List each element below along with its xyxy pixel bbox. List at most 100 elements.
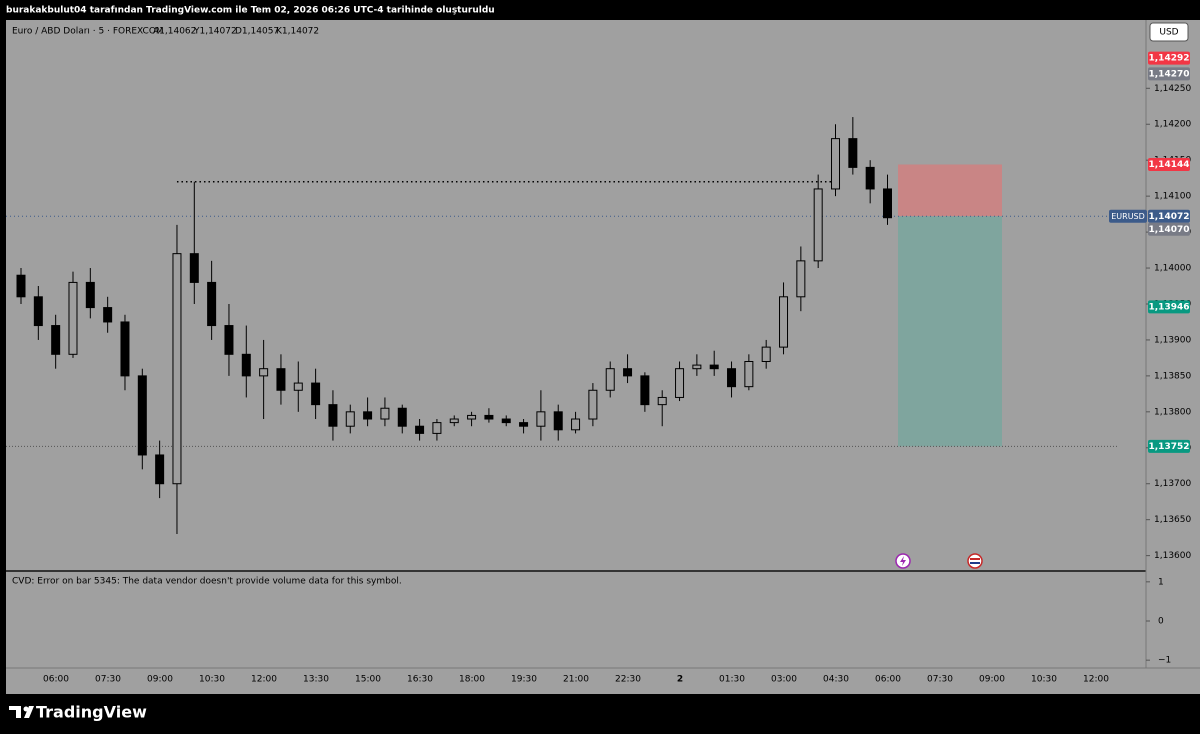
target-zone <box>898 216 1002 447</box>
candle-body <box>813 188 823 262</box>
y-tick-label: 1,13600 <box>1154 551 1191 561</box>
indicator-tick-label: 0 <box>1158 617 1164 627</box>
candle-body <box>33 296 43 327</box>
indicator-error: CVD: Error on bar 5345: The data vendor … <box>12 577 402 587</box>
candle-body <box>51 325 61 355</box>
x-tick-label: 01:30 <box>719 675 745 685</box>
candle-body <box>172 253 182 485</box>
candle-body <box>692 364 702 370</box>
candle-body <box>501 418 511 424</box>
price-label-box <box>1148 209 1190 223</box>
candle-body <box>241 353 251 377</box>
y-tick-label: 1,13650 <box>1154 515 1191 525</box>
event-icon-bolt <box>900 556 906 566</box>
currency-label[interactable]: USD <box>1159 28 1178 38</box>
candle-body <box>276 368 286 391</box>
price-label: 1,14270 <box>1149 69 1190 79</box>
price-label-box <box>1148 158 1190 172</box>
symbol-label: EURUSD <box>1111 212 1145 221</box>
candle-body <box>779 296 789 348</box>
y-tick-label: 1,14000 <box>1154 264 1191 274</box>
candle-body <box>865 166 875 190</box>
x-tick-label: 2 <box>677 675 683 685</box>
candle-body <box>467 414 477 420</box>
flag-icon[interactable] <box>967 553 983 569</box>
ohlc-open: A1,14062 <box>153 27 196 37</box>
x-tick-label: 07:30 <box>927 675 953 685</box>
x-tick-label: 06:00 <box>43 675 69 685</box>
candle-body <box>328 404 338 427</box>
price-label-box <box>1148 300 1190 314</box>
candle-body <box>536 411 546 427</box>
candle-body <box>155 454 165 485</box>
x-tick-label: 07:30 <box>95 675 121 685</box>
candle-body <box>415 425 425 434</box>
price-label: 1,14144 <box>1149 160 1190 170</box>
candle-body <box>553 411 563 431</box>
x-tick-label: 16:30 <box>407 675 433 685</box>
price-label: 1,14072 <box>1149 212 1190 222</box>
candle-body <box>831 138 841 190</box>
price-label: 1,14070 <box>1149 225 1190 235</box>
candle-body <box>744 361 754 388</box>
price-label: 1,13752 <box>1149 442 1190 452</box>
price-label-box <box>1148 439 1190 453</box>
candle-body <box>363 411 373 420</box>
candle-body <box>727 368 737 388</box>
candle-body <box>588 389 598 420</box>
candle-body <box>605 368 615 391</box>
y-tick-label: 1,13900 <box>1154 335 1191 345</box>
candle-body <box>345 411 355 427</box>
x-tick-label: 06:00 <box>875 675 901 685</box>
candle-body <box>68 281 78 355</box>
ohlc-close: K1,14072 <box>276 27 319 37</box>
y-tick-label: 1,14200 <box>1154 120 1191 130</box>
x-tick-label: 22:30 <box>615 675 641 685</box>
candle-body <box>432 422 442 434</box>
price-label-box <box>1148 67 1190 81</box>
candle-body <box>571 418 581 431</box>
x-tick-label: 03:00 <box>771 675 797 685</box>
candle-body <box>224 325 234 355</box>
price-label-box <box>1148 222 1190 236</box>
brand-name: TradingView <box>36 703 147 722</box>
candle-body <box>207 281 217 327</box>
candle-body <box>120 321 130 377</box>
candle-body <box>640 375 650 406</box>
symbol-label-box <box>1109 209 1147 223</box>
x-tick-label: 15:00 <box>355 675 381 685</box>
x-tick-label: 09:00 <box>147 675 173 685</box>
ohlc-high: Y1,14072 <box>193 27 237 37</box>
indicator-tick-label: 1 <box>1158 577 1164 587</box>
candle-body <box>85 281 95 309</box>
x-tick-label: 10:30 <box>199 675 225 685</box>
candle-body <box>189 253 199 283</box>
candle-body <box>16 274 26 298</box>
flag-stripe <box>970 562 980 564</box>
symbol-legend: Euro / ABD Doları · 5 · FOREXCOM <box>12 27 164 37</box>
y-tick-label: 1,13850 <box>1154 371 1191 381</box>
candle-body <box>709 364 719 370</box>
candle-body <box>848 138 858 168</box>
candle-body <box>380 407 390 420</box>
candle-body <box>519 422 529 427</box>
price-label: 1,13946 <box>1149 302 1190 312</box>
x-tick-label: 04:30 <box>823 675 849 685</box>
candle-body <box>675 368 685 398</box>
y-tick-label: 1,13700 <box>1154 479 1191 489</box>
x-tick-label: 21:00 <box>563 675 589 685</box>
price-label-box <box>1148 51 1190 65</box>
x-tick-label: 19:30 <box>511 675 537 685</box>
ohlc-low: D1,14057 <box>235 27 279 37</box>
price-label: 1,14292 <box>1149 54 1190 64</box>
stop-zone <box>898 164 1002 217</box>
candle-body <box>623 368 633 377</box>
x-tick-label: 12:00 <box>1083 675 1109 685</box>
candle-body <box>397 407 407 427</box>
x-tick-label: 12:00 <box>251 675 277 685</box>
candle-body <box>137 375 147 456</box>
y-tick-label: 1,14250 <box>1154 84 1191 94</box>
candle-body <box>883 188 892 219</box>
x-tick-label: 10:30 <box>1031 675 1057 685</box>
currency-button[interactable] <box>1149 22 1189 42</box>
